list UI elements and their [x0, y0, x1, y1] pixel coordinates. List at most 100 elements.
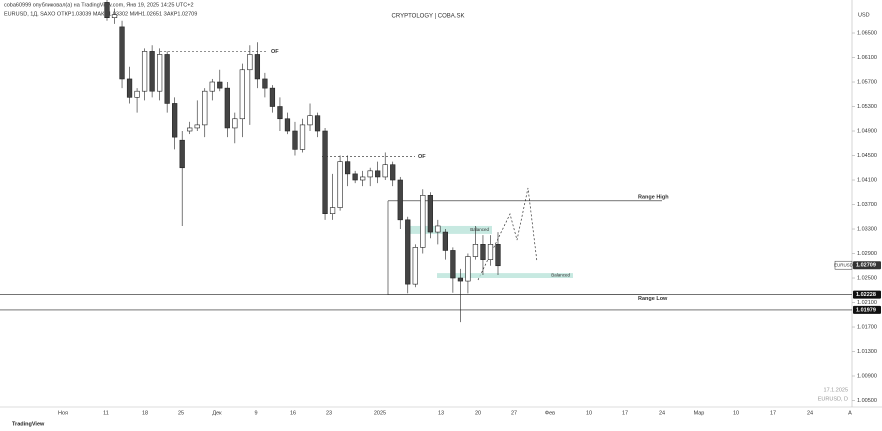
x-tick-label: 23 [326, 410, 332, 416]
y-tick-label: 1.01300 [857, 349, 877, 355]
y-tick-label: 1.02900 [857, 251, 877, 257]
candle-body [126, 78, 133, 98]
candle-body [284, 118, 291, 132]
symbol-line: EURUSD, 1Д, SAXO ОТКР1.03039 МАКС1.03302… [4, 11, 197, 17]
price-badge [853, 261, 881, 270]
level-label: OF [418, 154, 426, 160]
y-tick-label: 1.01700 [857, 324, 877, 330]
candle-body [412, 247, 418, 285]
zone [405, 225, 492, 234]
candle-body [427, 195, 433, 233]
x-tick-label: 17 [770, 410, 776, 416]
candle-body [390, 164, 396, 181]
candle-body [172, 103, 178, 138]
y-tick-label: 1.03700 [857, 202, 877, 208]
candle-body [277, 106, 283, 120]
y-tick-label: 1.02100 [857, 300, 877, 306]
candle-body [420, 195, 426, 248]
candle-body [329, 207, 336, 214]
projection-path [477, 187, 538, 281]
candle-body [292, 130, 298, 150]
candle-body [367, 170, 373, 178]
candle-body [239, 69, 245, 120]
y-tick-label: 1.05700 [857, 79, 877, 85]
candle-body [495, 244, 501, 267]
candle-body [232, 118, 238, 129]
candle-body [209, 81, 215, 92]
x-tick-label: Фев [545, 410, 555, 416]
x-tick-label: 18 [142, 410, 148, 416]
candle-body [254, 54, 261, 80]
candle-body [435, 225, 441, 233]
zone-label: Balanced [551, 273, 570, 278]
candle-body [187, 127, 193, 132]
x-tick-label: 2025 [374, 410, 386, 416]
price-badge-label: 1.02709 [856, 263, 876, 269]
level-label: OF [271, 49, 279, 55]
x-tick-label: 9 [254, 410, 257, 416]
candle-body [141, 51, 148, 92]
candle-body [247, 54, 253, 71]
candle-body [457, 277, 464, 282]
price-badge [853, 290, 881, 299]
zone [437, 273, 573, 279]
logo: TradingView [12, 421, 45, 427]
candle-body [111, 14, 118, 18]
y-tick-label: 1.04900 [857, 128, 877, 134]
price-badge-label: 1.01979 [856, 307, 876, 313]
y-tick-label: 1.03300 [857, 226, 877, 232]
candle-body [442, 231, 448, 251]
footer-date: 17.1.2025 [824, 387, 848, 393]
y-tick-label: 1.06100 [857, 55, 877, 61]
candle-body [119, 26, 125, 80]
y-tick-label: 1.00500 [857, 398, 877, 404]
candle-body [322, 130, 328, 214]
x-tick-label: Мар [694, 410, 705, 416]
candle-body [104, 2, 110, 18]
x-tick-label: 24 [807, 410, 813, 416]
candle-body [382, 164, 388, 178]
x-tick-label: Ноя [58, 410, 68, 416]
y-tick-label: 1.06500 [857, 30, 877, 36]
candle-body [224, 87, 230, 129]
candle-body [194, 124, 200, 129]
candle-body [360, 176, 366, 181]
x-tick-label: 24 [659, 410, 665, 416]
x-tick-label: 11 [103, 410, 109, 416]
y-unit: USD [858, 12, 870, 18]
level-label: Range High [638, 194, 669, 200]
price-badge [853, 305, 881, 314]
author-line: coba60999 опубликовал(а) на TradingView.… [4, 2, 194, 8]
candle-body [179, 139, 185, 169]
candle-body [164, 54, 170, 104]
candle-body [465, 256, 471, 282]
candle-body [472, 244, 479, 257]
y-tick-label: 1.02500 [857, 275, 877, 281]
y-tick-label: 1.04500 [857, 153, 877, 159]
candle-body [344, 161, 351, 175]
candle-body [337, 161, 343, 208]
candle-body [269, 87, 276, 107]
x-tick-label: 17 [622, 410, 628, 416]
x-tick-label: 10 [586, 410, 592, 416]
x-tick-label: 20 [475, 410, 481, 416]
candle-body [314, 115, 321, 132]
candle-body [480, 244, 486, 260]
candle-body [307, 115, 313, 126]
candle-body [487, 244, 494, 260]
candle-body [299, 124, 306, 150]
y-tick-label: 1.04100 [857, 177, 877, 183]
candle-body [217, 81, 223, 89]
candle-body [450, 250, 456, 279]
footer-symbol: EURUSD, D [818, 396, 848, 402]
candle-body [375, 170, 381, 178]
price-badge-label: 1.02228 [856, 292, 876, 298]
chart-title: CRYPTOLOGY | COBA.SK [392, 14, 465, 20]
zone-label: Balanced [470, 227, 489, 232]
level-label: Range Low [638, 296, 668, 302]
x-tick-label: 16 [290, 410, 296, 416]
candle-body [149, 51, 155, 92]
y-tick-label: 1.05300 [857, 104, 877, 110]
